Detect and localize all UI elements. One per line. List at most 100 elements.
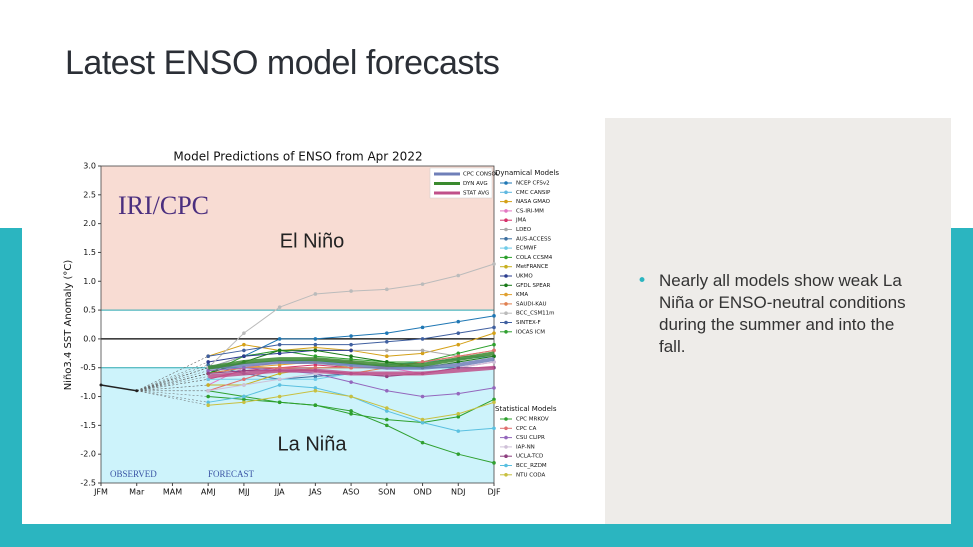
y-axis-label: Niño3.4 SST Anomaly (°C) bbox=[63, 260, 74, 391]
model-point bbox=[277, 337, 282, 341]
model-point bbox=[385, 388, 389, 393]
model-point bbox=[277, 394, 282, 399]
model-point bbox=[420, 337, 425, 341]
model-point bbox=[349, 354, 353, 359]
model-point bbox=[206, 388, 210, 393]
legend-label: CMC CANSIP bbox=[516, 190, 551, 196]
logo: IRI/CPC bbox=[118, 191, 209, 220]
model-point bbox=[206, 383, 210, 387]
legend-label: NCEP CFSv2 bbox=[516, 181, 550, 187]
legend-label: CPC CA bbox=[516, 426, 537, 432]
x-tick-label: ASO bbox=[343, 488, 360, 497]
model-point bbox=[349, 380, 353, 384]
model-point bbox=[349, 334, 353, 338]
model-point bbox=[277, 377, 282, 382]
x-tick-label: JFM bbox=[93, 488, 108, 497]
model-point bbox=[206, 360, 210, 364]
average-line bbox=[208, 365, 495, 379]
bullet-text: Nearly all models show weak La Niña or E… bbox=[659, 271, 906, 356]
model-point bbox=[492, 461, 496, 465]
observed-label: OBSERVED bbox=[110, 469, 157, 479]
legend-marker bbox=[504, 237, 508, 241]
y-tick-label: 1.5 bbox=[83, 248, 96, 257]
y-tick-label: 2.5 bbox=[83, 190, 96, 199]
legend-label: MetFRANCE bbox=[516, 264, 549, 270]
model-point bbox=[206, 377, 210, 382]
forecast-connector bbox=[136, 364, 209, 392]
model-point bbox=[349, 348, 353, 353]
forecast-connector bbox=[136, 370, 209, 392]
forecast-connector bbox=[136, 390, 209, 403]
model-point bbox=[277, 383, 282, 387]
model-point bbox=[420, 351, 425, 356]
model-point bbox=[242, 342, 246, 347]
model-point bbox=[313, 403, 318, 407]
model-point bbox=[206, 400, 210, 405]
legend-label: NASA GMAO bbox=[516, 199, 551, 205]
model-point bbox=[349, 289, 353, 293]
model-point bbox=[313, 292, 318, 296]
text-panel bbox=[605, 118, 951, 524]
forecast-connector bbox=[136, 379, 209, 392]
model-point bbox=[420, 417, 425, 422]
model-point bbox=[456, 273, 461, 278]
legend-marker bbox=[504, 320, 508, 325]
legend-marker bbox=[504, 246, 508, 250]
y-tick-label: -1.0 bbox=[80, 392, 96, 401]
legend-marker bbox=[504, 311, 508, 316]
model-point bbox=[385, 417, 389, 422]
legend-marker bbox=[504, 199, 508, 204]
legend-label: BCC_RZDM bbox=[516, 463, 547, 469]
legend-label: ECMWF bbox=[516, 246, 537, 252]
model-point bbox=[385, 331, 389, 335]
model-point bbox=[385, 339, 389, 344]
slide-title: Latest ENSO model forecasts bbox=[65, 44, 500, 82]
model-point bbox=[456, 414, 461, 419]
model-point bbox=[313, 374, 318, 379]
model-point bbox=[492, 342, 496, 347]
model-point bbox=[277, 351, 282, 356]
legend-marker bbox=[504, 227, 508, 232]
y-tick-label: 0.0 bbox=[83, 334, 96, 343]
model-point bbox=[349, 342, 353, 347]
model-point bbox=[456, 412, 461, 416]
legend-marker bbox=[504, 454, 508, 459]
model-point bbox=[349, 409, 353, 413]
model-point bbox=[492, 331, 496, 335]
model-point bbox=[349, 394, 353, 399]
legend-marker bbox=[504, 283, 508, 288]
model-point bbox=[242, 397, 246, 402]
legend-marker bbox=[504, 264, 508, 269]
x-tick-label: NDJ bbox=[451, 488, 466, 497]
model-point bbox=[456, 429, 461, 433]
legend-label: JMA bbox=[515, 218, 526, 224]
model-point bbox=[385, 409, 389, 413]
model-point bbox=[206, 403, 210, 407]
legend-marker bbox=[504, 209, 508, 213]
forecast-connector bbox=[136, 367, 209, 392]
forecast-connector bbox=[136, 361, 209, 392]
legend-label: COLA CCSM4 bbox=[516, 255, 553, 261]
model-point bbox=[456, 331, 461, 335]
legend-marker bbox=[504, 435, 508, 440]
legend-marker bbox=[504, 190, 508, 195]
legend-marker bbox=[504, 218, 508, 222]
model-point bbox=[206, 368, 210, 373]
model-point bbox=[313, 377, 318, 382]
model-point bbox=[492, 262, 496, 266]
plot-frame bbox=[100, 165, 495, 484]
model-point bbox=[206, 394, 210, 399]
legend-marker bbox=[504, 473, 508, 477]
y-tick-label: -0.5 bbox=[80, 363, 96, 372]
legend-label: UKMO bbox=[516, 274, 533, 280]
forecast-connector bbox=[136, 373, 209, 392]
legend-label: SAUDI-KAU bbox=[516, 301, 547, 307]
model-point bbox=[385, 423, 389, 428]
la-nina-label: La Niña bbox=[278, 433, 348, 455]
model-point bbox=[242, 394, 246, 399]
forecast-connector bbox=[136, 390, 209, 406]
model-point bbox=[242, 400, 246, 405]
legend-marker bbox=[504, 426, 508, 431]
model-point bbox=[456, 351, 461, 356]
